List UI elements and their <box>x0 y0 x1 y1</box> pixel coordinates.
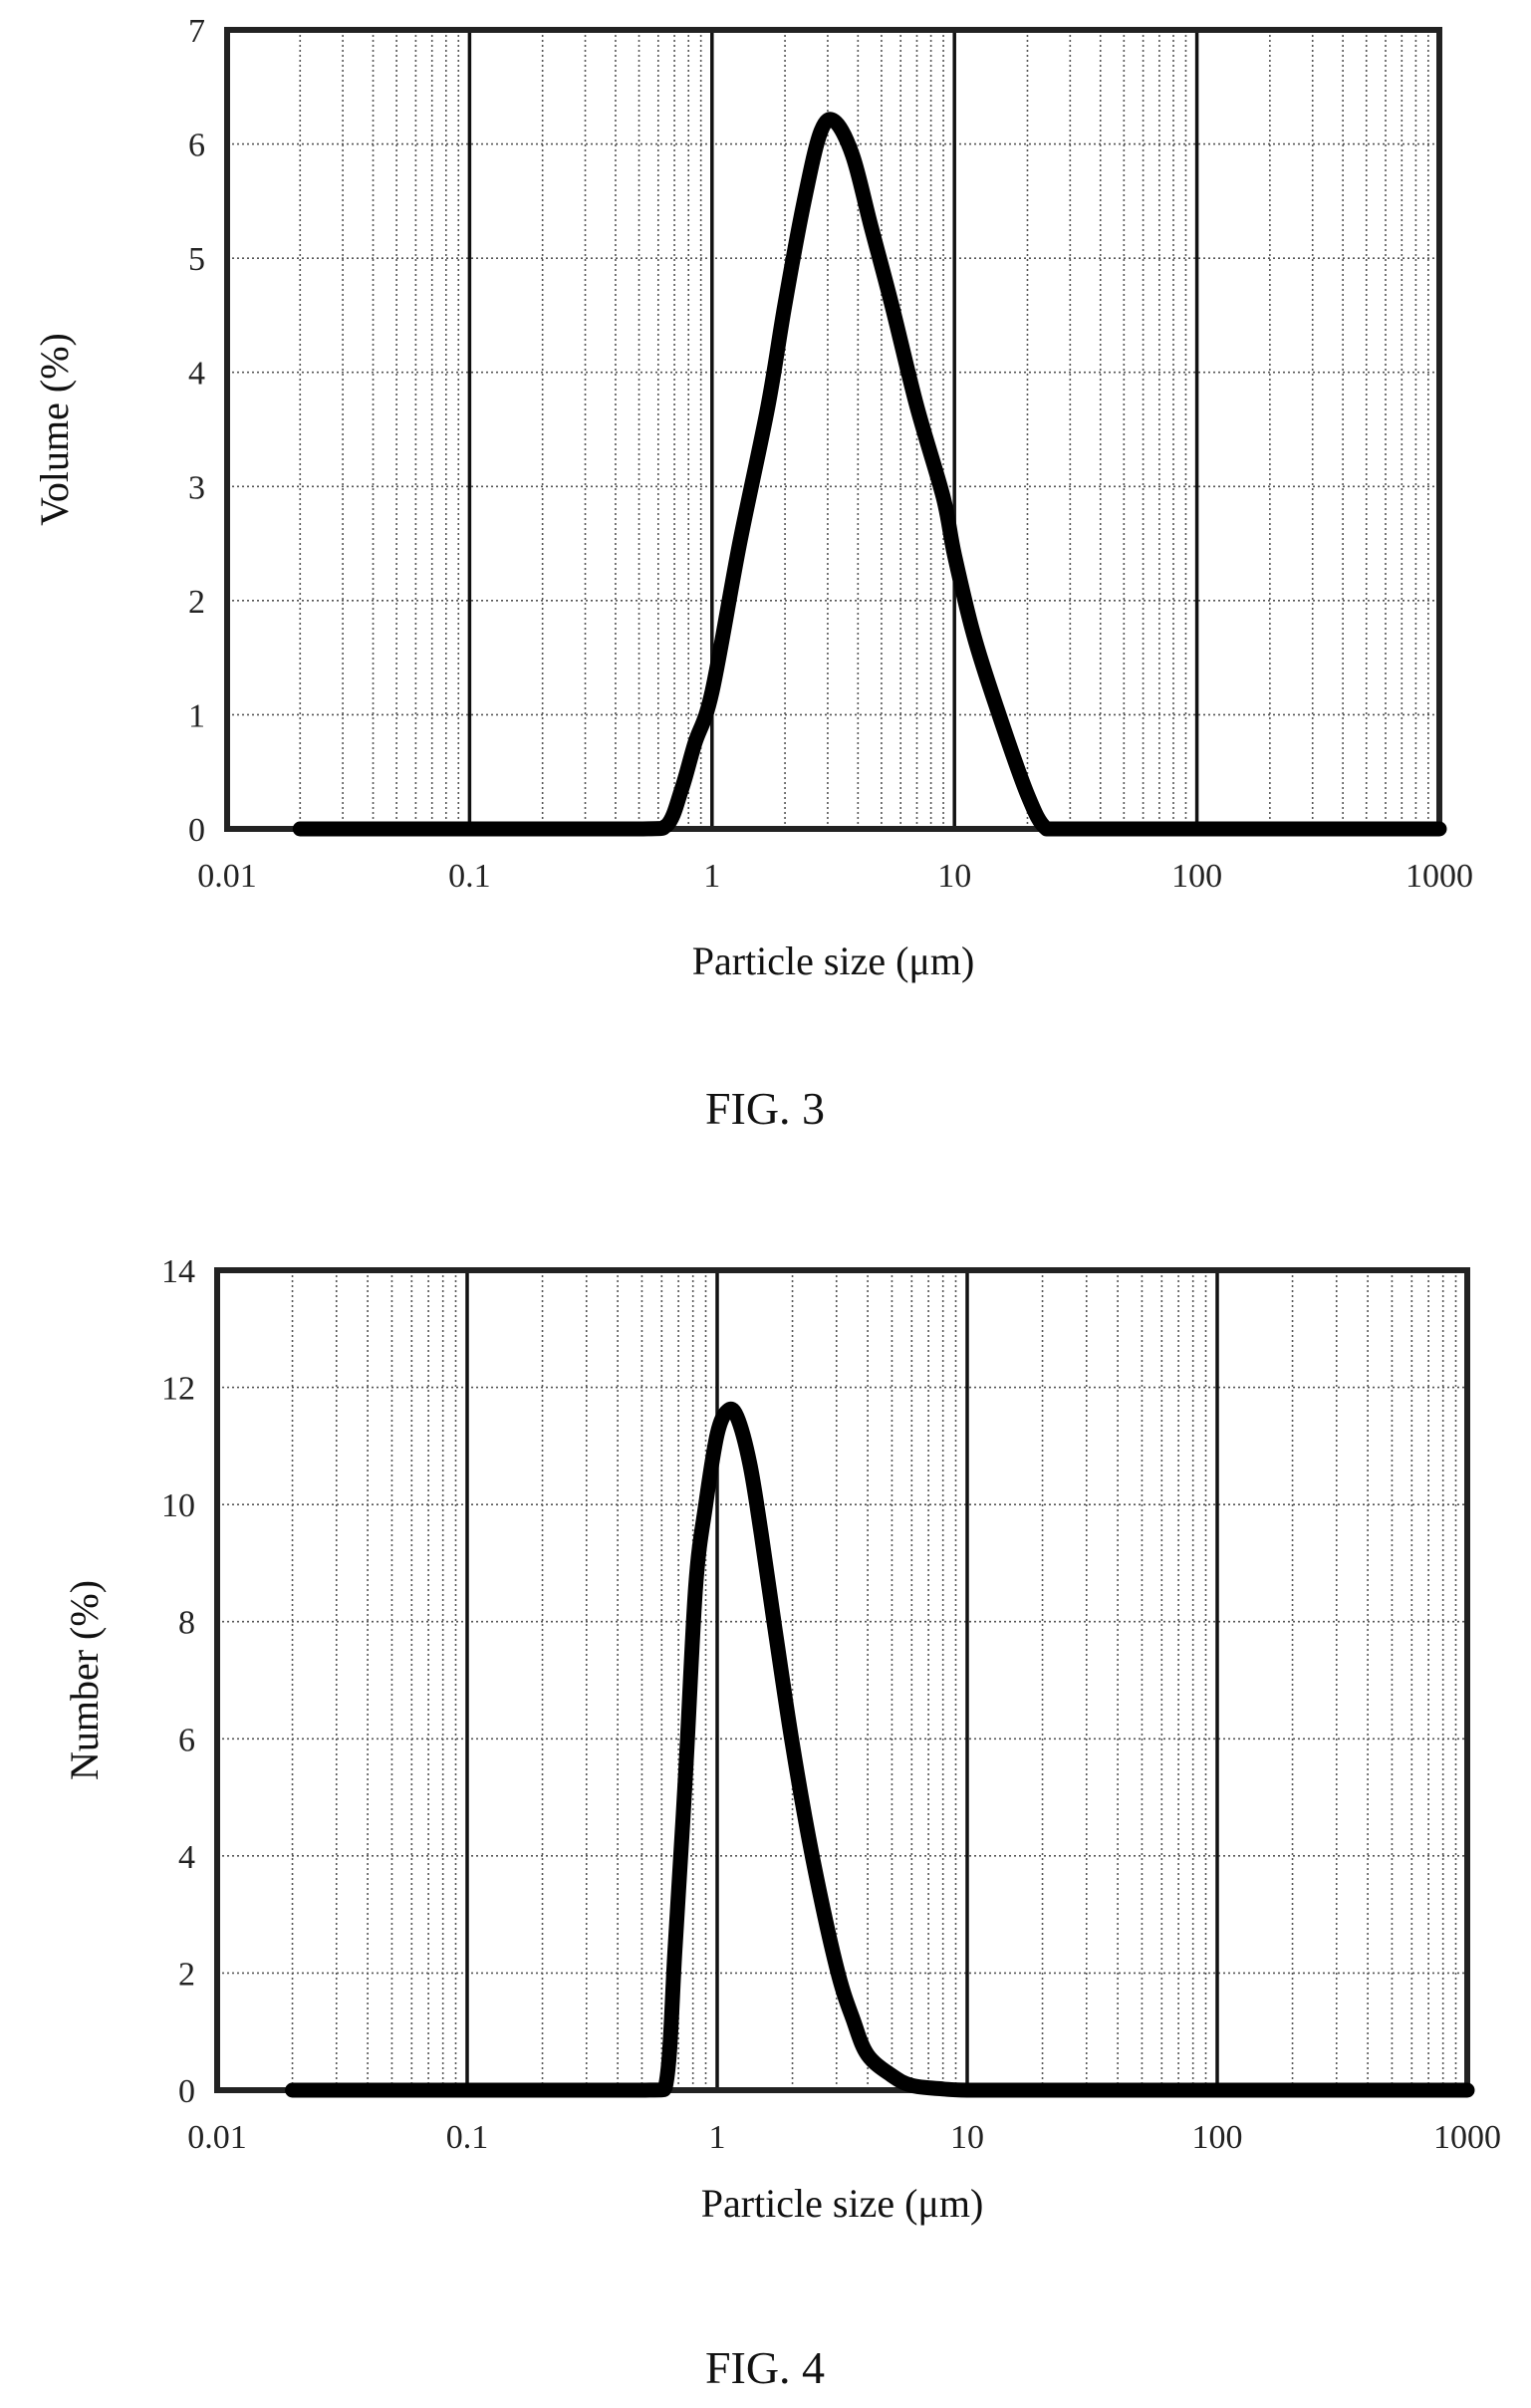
fig4-y-axis-label: Number (%) <box>62 1580 107 1780</box>
fig3-y-tick-label: 0 <box>188 812 205 849</box>
fig4-data-curve <box>285 1401 1475 2098</box>
fig3-x-tick-label: 0.01 <box>197 858 257 895</box>
fig4-number-chart: 0.01 0.1 1 10 100 1000 0 2 4 6 8 10 12 14 Particle siz… <box>62 1253 1501 2393</box>
fig3-y-tick-label: 1 <box>188 697 205 734</box>
fig4-y-tick-label: 10 <box>161 1487 195 1524</box>
fig3-x-tick-label: 1000 <box>1405 858 1473 895</box>
fig3-y-tick-label: 2 <box>188 584 205 621</box>
fig4-figure-label: FIG. 4 <box>705 2342 825 2393</box>
fig4-y-tick-label: 8 <box>178 1605 195 1642</box>
fig3-volume-chart: 0.01 0.1 1 10 100 1000 0 1 2 3 4 5 6 7 Particle size (… <box>32 13 1473 1134</box>
fig3-y-tick-label: 7 <box>188 13 205 50</box>
fig3-x-axis-label: Particle size (μm) <box>692 938 975 983</box>
fig3-x-tick-label: 10 <box>937 858 971 895</box>
fig3-plot-frame <box>224 27 1442 832</box>
fig3-x-tick-label: 0.1 <box>448 858 491 895</box>
fig4-y-tick-label: 0 <box>178 2073 195 2110</box>
fig4-x-tick-label: 0.01 <box>187 2119 247 2156</box>
fig3-y-tick-label: 5 <box>188 241 205 278</box>
fig3-figure-label: FIG. 3 <box>705 1083 825 1134</box>
fig4-y-tick-label: 4 <box>178 1839 195 1876</box>
fig3-y-tick-label: 6 <box>188 128 205 164</box>
fig3-gridlines <box>225 29 1441 830</box>
fig3-data-curve <box>292 112 1447 837</box>
fig3-x-tick-label: 1 <box>703 858 720 895</box>
fig4-y-tick-label: 2 <box>178 1956 195 1993</box>
fig3-x-tick-label: 100 <box>1171 858 1222 895</box>
fig4-x-tick-label: 1000 <box>1433 2119 1501 2156</box>
fig3-y-tick-label: 3 <box>188 469 205 506</box>
fig4-x-tick-label: 1 <box>709 2119 726 2156</box>
fig4-x-tick-label: 0.1 <box>446 2119 489 2156</box>
fig4-y-tick-label: 12 <box>161 1371 195 1408</box>
fig4-x-axis-label: Particle size (μm) <box>701 2181 984 2226</box>
fig4-y-tick-label: 14 <box>161 1253 195 1290</box>
fig4-y-tick-label: 6 <box>178 1722 195 1758</box>
fig4-x-tick-label: 100 <box>1192 2119 1243 2156</box>
fig4-plot-frame <box>214 1267 1470 2093</box>
fig4-x-tick-label: 10 <box>950 2119 984 2156</box>
fig3-y-tick-label: 4 <box>188 356 205 393</box>
fig3-y-axis-label: Volume (%) <box>32 333 77 526</box>
